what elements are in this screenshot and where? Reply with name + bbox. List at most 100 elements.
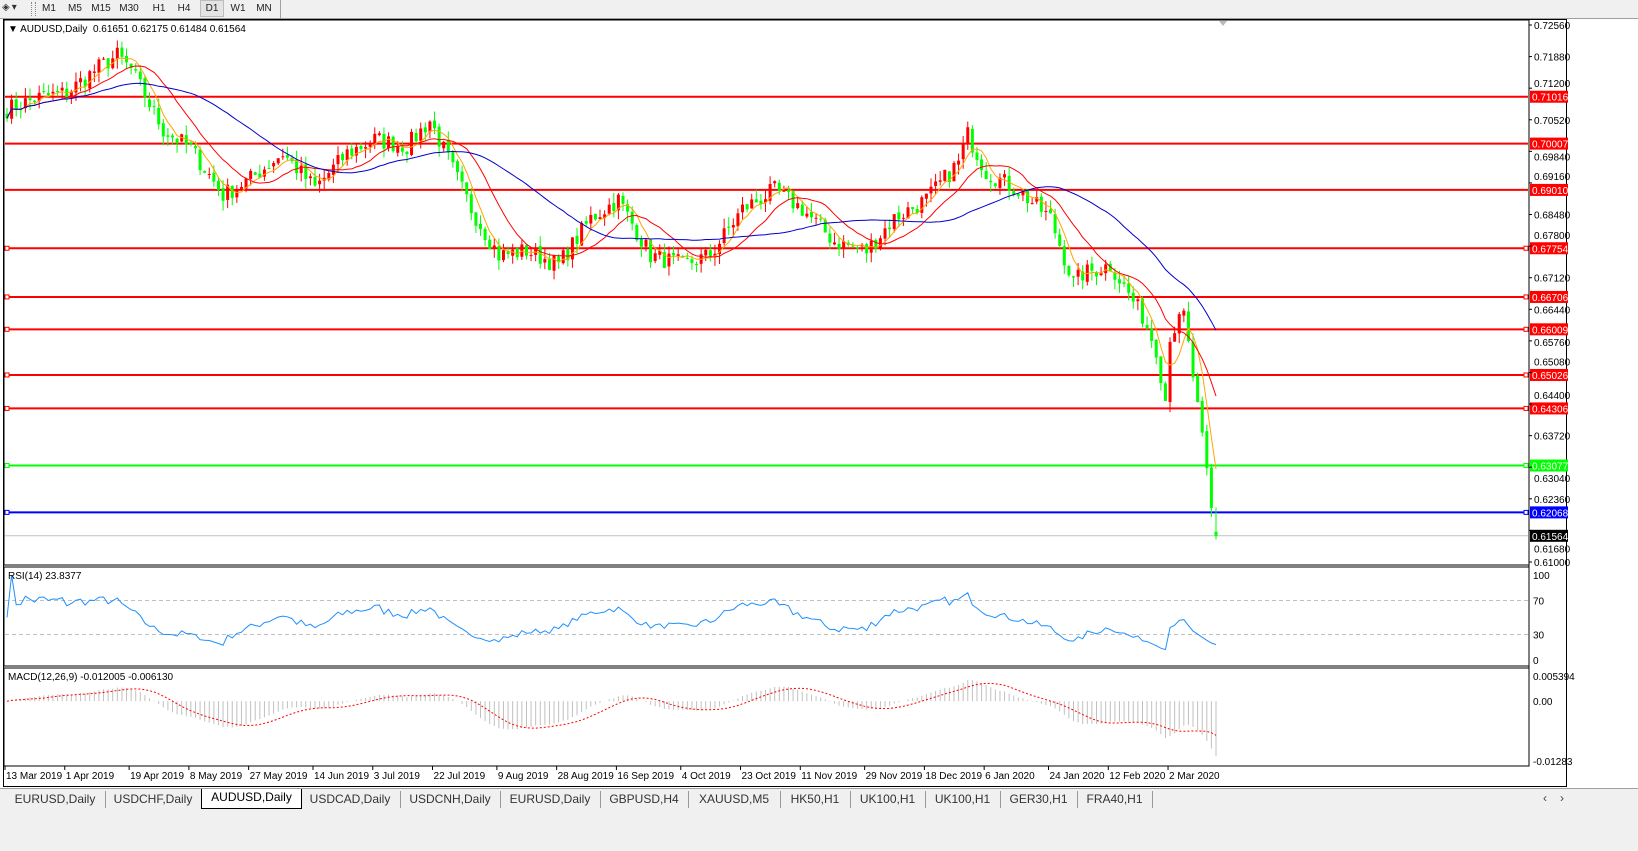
candle-body bbox=[722, 228, 726, 244]
candle-body bbox=[134, 69, 138, 71]
candle-body bbox=[368, 143, 372, 147]
toolbar-separator bbox=[280, 0, 281, 18]
timeframe-m15-button[interactable]: M15 bbox=[91, 3, 111, 14]
candle-body bbox=[42, 91, 46, 93]
level-left-handle bbox=[4, 509, 10, 515]
date-tick-label: 11 Nov 2019 bbox=[801, 771, 857, 782]
candle-body bbox=[993, 183, 997, 187]
date-tick-label: 8 May 2019 bbox=[190, 771, 243, 782]
candle-body bbox=[777, 182, 781, 192]
timeframe-w1-button[interactable]: W1 bbox=[230, 3, 246, 14]
candle-body bbox=[557, 256, 561, 263]
price-tick-label: 0.71880 bbox=[1534, 53, 1571, 64]
timeframe-h4-button[interactable]: H4 bbox=[177, 3, 191, 14]
date-tick-label: 16 Sep 2019 bbox=[617, 771, 674, 782]
candle-body bbox=[460, 171, 464, 182]
chart-tab[interactable]: USDCHF,Daily bbox=[105, 791, 202, 808]
toolbar-grip-handle[interactable] bbox=[31, 2, 36, 16]
date-tick-label: 1 Apr 2019 bbox=[66, 771, 115, 782]
candle-body bbox=[570, 237, 574, 260]
candle-body bbox=[129, 63, 133, 69]
candle-body bbox=[823, 219, 827, 233]
candle-body bbox=[488, 239, 492, 250]
candle-body bbox=[1067, 265, 1071, 276]
candle-body bbox=[589, 214, 593, 224]
candle-body bbox=[148, 99, 152, 108]
candle-body bbox=[239, 187, 243, 190]
candle-body bbox=[1117, 279, 1121, 284]
date-tick-label: 23 Oct 2019 bbox=[742, 771, 797, 782]
level-price-label: 0.65026 bbox=[1532, 371, 1569, 382]
candle-body bbox=[446, 140, 450, 153]
tabs-scroll-left-button[interactable]: ‹ bbox=[1543, 791, 1547, 805]
chart-tab[interactable]: UK100,H1 bbox=[925, 791, 1001, 808]
macd-tick-label: 0.005394 bbox=[1533, 672, 1575, 683]
candle-body bbox=[1094, 272, 1098, 277]
candle-body bbox=[74, 81, 78, 93]
price-tick-label: 0.72560 bbox=[1534, 21, 1571, 32]
timeframe-m5-button[interactable]: M5 bbox=[68, 3, 82, 14]
chart-tab[interactable]: GBPUSD,H4 bbox=[600, 791, 689, 808]
level-price-label: 0.71016 bbox=[1532, 93, 1569, 104]
chart-tab[interactable]: EURUSD,Daily bbox=[500, 791, 601, 808]
status-area bbox=[0, 811, 1638, 851]
candle-body bbox=[934, 181, 938, 187]
collapse-triangle-icon[interactable]: ▼ bbox=[8, 24, 18, 35]
candle-body bbox=[226, 184, 230, 200]
timeframe-m1-button[interactable]: M1 bbox=[42, 3, 56, 14]
chart-tab[interactable]: XAUUSD,M5 bbox=[688, 791, 781, 808]
candle-body bbox=[957, 160, 961, 165]
level-price-label-bg bbox=[1530, 506, 1568, 519]
candle-body bbox=[230, 185, 234, 198]
candle-body bbox=[1026, 189, 1030, 204]
timeframe-m30-button[interactable]: M30 bbox=[119, 3, 139, 14]
chart-tab[interactable]: AUDUSD,Daily bbox=[201, 789, 302, 809]
candle-body bbox=[318, 180, 322, 185]
candle-body bbox=[1012, 191, 1016, 195]
candle-body bbox=[580, 222, 584, 246]
date-tick-label: 13 Mar 2019 bbox=[6, 771, 63, 782]
candle-body bbox=[1173, 333, 1177, 342]
ma-slow-line bbox=[6, 82, 1217, 331]
tabs-scroll-right-button[interactable]: › bbox=[1560, 791, 1564, 805]
candle-body bbox=[966, 127, 970, 144]
candle-body bbox=[1154, 340, 1158, 358]
chart-tab[interactable]: GER30,H1 bbox=[1000, 791, 1078, 808]
chart-tab[interactable]: UK100,H1 bbox=[850, 791, 926, 808]
candle-body bbox=[989, 180, 993, 183]
candle-body bbox=[405, 151, 409, 155]
date-tick-label: 4 Oct 2019 bbox=[682, 771, 731, 782]
level-price-label-bg bbox=[1530, 183, 1568, 196]
candle-body bbox=[731, 224, 735, 228]
chart-canvas[interactable]: 0.71016 0.70007 0.69010 0.67754 0.66706 0.660… bbox=[0, 0, 1638, 790]
chart-tab[interactable]: USDCNH,Daily bbox=[400, 791, 501, 808]
chart-tab[interactable]: USDCAD,Daily bbox=[300, 791, 401, 808]
candle-body bbox=[419, 128, 423, 141]
candle-body bbox=[350, 148, 354, 156]
timeframe-h1-button[interactable]: H1 bbox=[152, 3, 166, 14]
chart-tab[interactable]: HK50,H1 bbox=[780, 791, 851, 808]
candle-body bbox=[672, 252, 676, 256]
candle-body bbox=[584, 221, 588, 224]
candle-body bbox=[313, 176, 317, 186]
candle-body bbox=[920, 197, 924, 213]
timeframe-mn-button[interactable]: MN bbox=[256, 3, 272, 14]
ma-fast-line bbox=[6, 57, 1217, 470]
rsi-tick-label: 70 bbox=[1533, 597, 1545, 608]
candle-body bbox=[681, 256, 685, 258]
rsi-tick-label: 30 bbox=[1533, 631, 1545, 642]
chart-tab[interactable]: FRA40,H1 bbox=[1077, 791, 1153, 808]
timeframe-d1-button[interactable]: D1 bbox=[200, 0, 224, 17]
price-tick-label: 0.61680 bbox=[1534, 544, 1571, 555]
chart-tab[interactable]: EURUSD,Daily bbox=[5, 791, 106, 808]
candle-body bbox=[1081, 271, 1085, 281]
candle-body bbox=[92, 71, 96, 73]
draw-tools-dropdown[interactable]: ◈ ▾ bbox=[2, 2, 17, 13]
date-tick-label: 14 Jun 2019 bbox=[314, 771, 369, 782]
candle-body bbox=[865, 244, 869, 254]
date-tick-label: 2 Mar 2020 bbox=[1169, 771, 1220, 782]
candle-body bbox=[851, 245, 855, 247]
level-left-handle bbox=[4, 245, 10, 251]
candle-body bbox=[975, 152, 979, 160]
rsi-line bbox=[6, 574, 1217, 651]
